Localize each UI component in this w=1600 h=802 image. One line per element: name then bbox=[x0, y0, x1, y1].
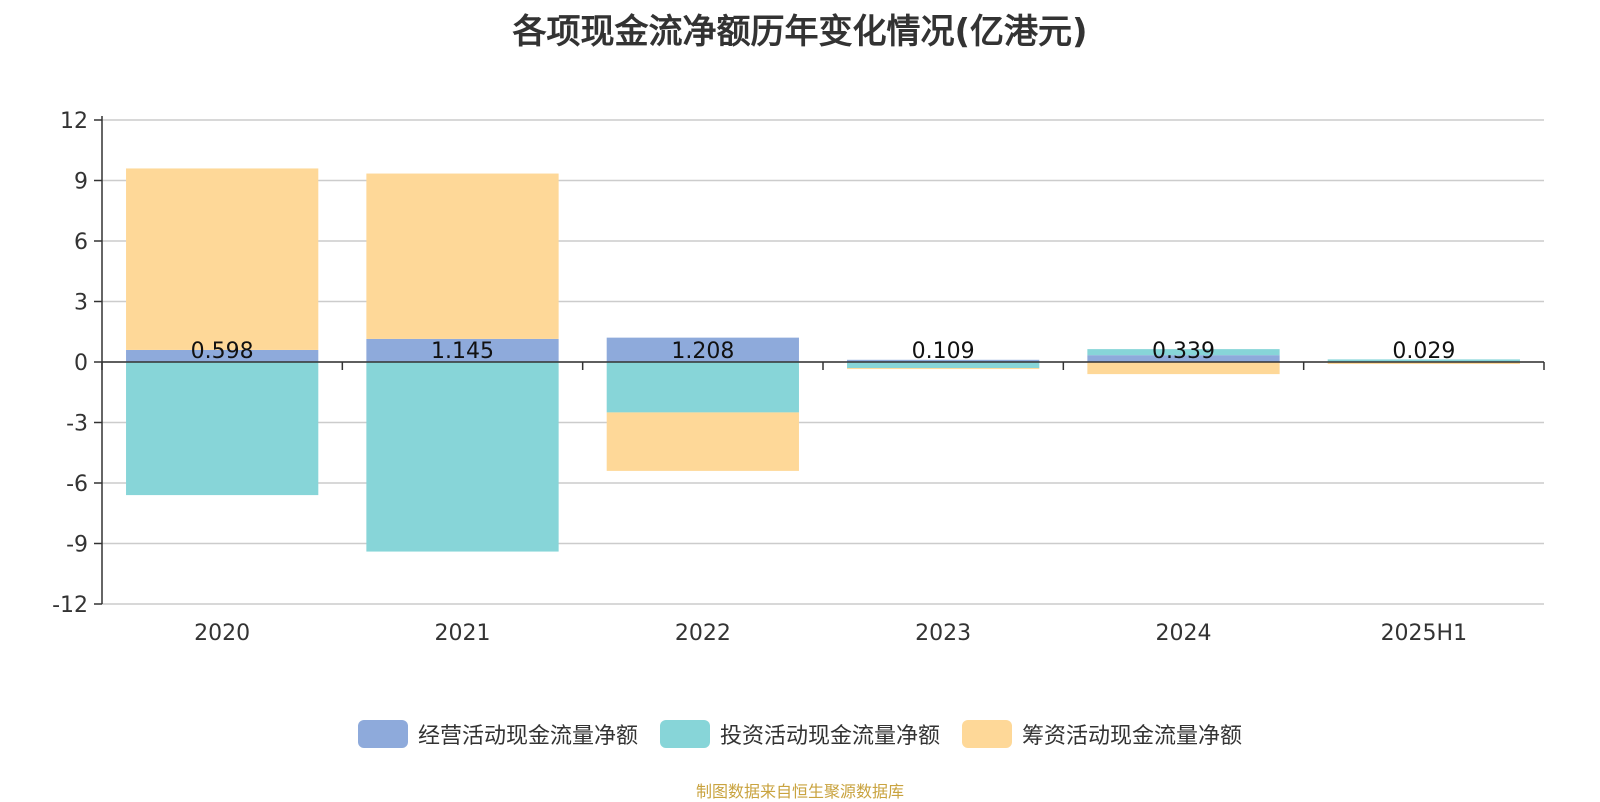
legend-item-operating[interactable]: 经营活动现金流量净额 bbox=[357, 718, 638, 750]
data-label-2023: 0.109 bbox=[912, 339, 975, 364]
data-label-2020: 0.598 bbox=[191, 339, 254, 364]
bar-series1-2023 bbox=[847, 362, 1040, 369]
data-label-2024: 0.339 bbox=[1152, 339, 1215, 364]
bar-series0-2021 bbox=[366, 338, 559, 362]
x-tick-label: 2025H1 bbox=[1381, 621, 1468, 646]
data-label-2021: 1.145 bbox=[431, 339, 494, 364]
bar-series2-2023 bbox=[847, 368, 1040, 370]
y-tick-label: 3 bbox=[74, 291, 88, 316]
legend-item-financing[interactable]: 筹资活动现金流量净额 bbox=[962, 718, 1242, 750]
legend-swatch-investing bbox=[659, 720, 710, 748]
data-source-note: 制图数据来自恒生聚源数据库 bbox=[695, 782, 904, 801]
y-tick-label: 0 bbox=[74, 351, 88, 376]
x-tick-label: 2024 bbox=[1156, 621, 1212, 646]
y-tick-label: 12 bbox=[60, 109, 88, 134]
legend-label-financing: 筹资活动现金流量净额 bbox=[1022, 724, 1243, 749]
legend-label-operating: 经营活动现金流量净额 bbox=[417, 724, 638, 749]
bar-series1-2022 bbox=[606, 362, 799, 413]
legend-label-investing: 投资活动现金流量净额 bbox=[719, 724, 940, 749]
y-tick-label: -3 bbox=[66, 412, 88, 437]
legend-swatch-operating bbox=[357, 720, 408, 748]
bar-series1-2024 bbox=[1087, 349, 1280, 356]
bar-series1-2020 bbox=[126, 362, 319, 496]
legend-item-investing[interactable]: 投资活动现金流量净额 bbox=[659, 718, 940, 750]
y-tick-label: -9 bbox=[66, 533, 88, 558]
x-tick-label: 2022 bbox=[675, 621, 731, 646]
x-tick-label: 2023 bbox=[915, 621, 971, 646]
y-tick-label: 6 bbox=[74, 230, 88, 255]
chart-title: 各项现金流净额历年变化情况(亿港元) bbox=[512, 12, 1088, 52]
x-tick-label: 2021 bbox=[435, 621, 491, 646]
bar-series2-2025H1 bbox=[1327, 362, 1520, 365]
bar-series1-2021 bbox=[366, 362, 559, 552]
bar-series0-2024 bbox=[1087, 355, 1280, 362]
legend: 经营活动现金流量净额 投资活动现金流量净额 筹资活动现金流量净额 bbox=[0, 718, 1600, 750]
legend-swatch-financing bbox=[962, 720, 1012, 748]
bar-series0-2023 bbox=[847, 359, 1040, 362]
bar-series0-2022 bbox=[606, 337, 799, 362]
bar-series2-2021 bbox=[366, 173, 559, 339]
bar-series1-2025H1 bbox=[1327, 359, 1520, 362]
data-label-2022: 1.208 bbox=[671, 339, 734, 364]
x-tick-label: 2020 bbox=[194, 621, 250, 646]
bar-series2-2020 bbox=[126, 168, 319, 350]
y-tick-label: 9 bbox=[74, 170, 88, 195]
bar-series2-2024 bbox=[1087, 362, 1280, 375]
y-tick-label: -6 bbox=[66, 472, 88, 497]
data-label-2025H1: 0.029 bbox=[1392, 339, 1455, 364]
y-tick-label: -12 bbox=[52, 593, 88, 618]
bar-series2-2022 bbox=[606, 412, 799, 471]
chart-plot: 12 9 6 3 0 -3 -6 -9 -12 0.598 1.145 1.208 0.109 0.339… bbox=[52, 109, 1545, 646]
bar-series0-2020 bbox=[126, 349, 319, 362]
